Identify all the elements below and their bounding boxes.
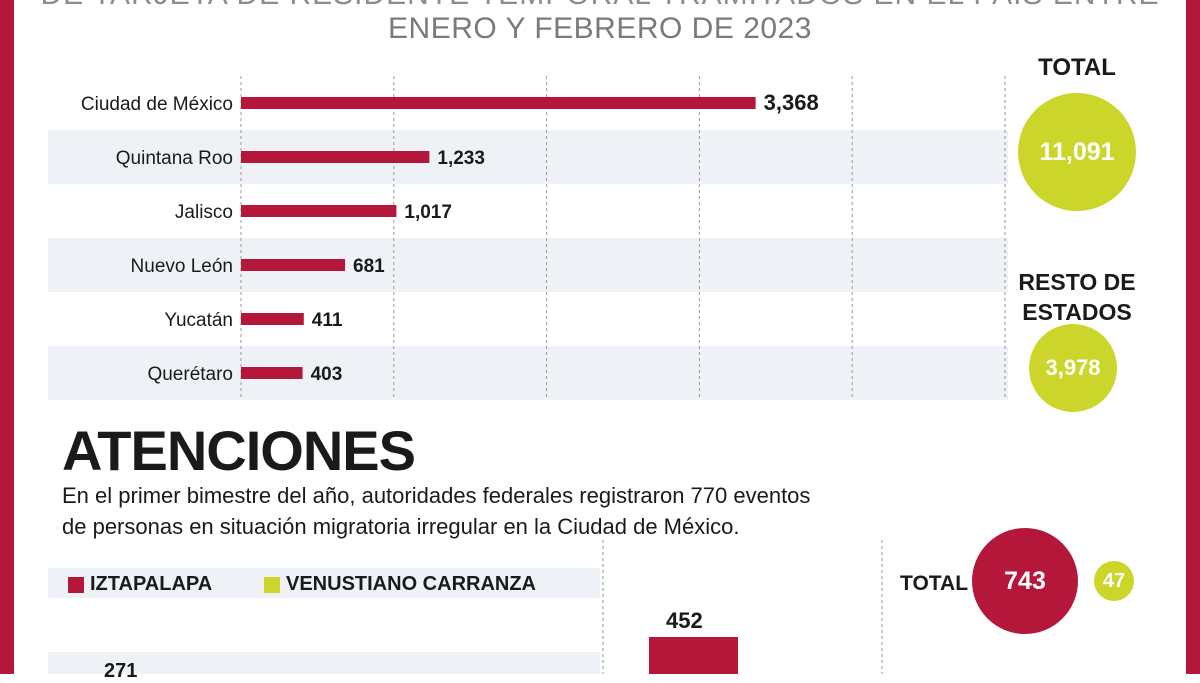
category-label: Quintana Roo — [116, 148, 233, 169]
iztapalapa-total-circle: 743 — [972, 528, 1078, 634]
legend-iztapalapa: IZTAPALAPA — [68, 573, 212, 596]
iztapalapa-bar — [649, 637, 738, 674]
row-band — [48, 238, 1008, 292]
legend-swatch-crimson — [68, 576, 84, 593]
value-label: 1,233 — [437, 148, 485, 169]
total-label: TOTAL — [1038, 54, 1116, 81]
bar — [241, 97, 756, 109]
category-label: Nuevo León — [131, 256, 233, 277]
atenciones-description: En el primer bimestre del año, autoridad… — [62, 483, 811, 539]
atenciones-heading: ATENCIONES — [62, 419, 416, 482]
bar-value-271: 271 — [104, 660, 138, 682]
chart-title-cropped: DE TARJETA DE RESIDENTE TEMPORAL TRAMITA… — [0, 0, 1200, 12]
category-label: Querétaro — [147, 364, 233, 385]
band-bottom — [48, 652, 600, 674]
value-label: 681 — [353, 256, 385, 277]
bar — [241, 259, 346, 271]
value-label: 403 — [311, 364, 343, 385]
legend-band — [48, 568, 600, 598]
chart-title: ENERO Y FEBRERO DE 2023 — [388, 12, 812, 45]
row-band — [48, 130, 1008, 184]
category-label: Yucatán — [164, 310, 233, 331]
legend-swatch-lime — [264, 576, 280, 593]
bar — [241, 313, 304, 325]
category-label: Ciudad de México — [81, 94, 233, 115]
bar — [241, 367, 303, 379]
category-label: Jalisco — [175, 202, 233, 223]
row-band — [48, 346, 1008, 400]
value-label: 3,368 — [764, 90, 819, 115]
value-label: 411 — [312, 310, 343, 331]
value-label: 1,017 — [404, 202, 452, 223]
right-frame-border — [1186, 0, 1200, 674]
rest-label-line1: RESTO DE — [1018, 269, 1136, 295]
bar-value-452: 452 — [666, 608, 703, 633]
legend-carranza: VENUSTIANO CARRANZA — [264, 573, 536, 596]
atenciones-total-label: TOTAL — [900, 572, 969, 595]
total-circle: 11,091 — [1018, 93, 1136, 211]
legend-carranza-label: VENUSTIANO CARRANZA — [286, 573, 536, 595]
bar — [241, 151, 430, 163]
left-frame-border — [0, 0, 14, 674]
rest-label-line2: ESTADOS — [1022, 299, 1132, 325]
rest-circle: 3,978 — [1029, 324, 1117, 412]
legend-iztapalapa-label: IZTAPALAPA — [90, 573, 213, 595]
carranza-total-circle: 47 — [1094, 561, 1134, 601]
bar — [241, 205, 397, 217]
